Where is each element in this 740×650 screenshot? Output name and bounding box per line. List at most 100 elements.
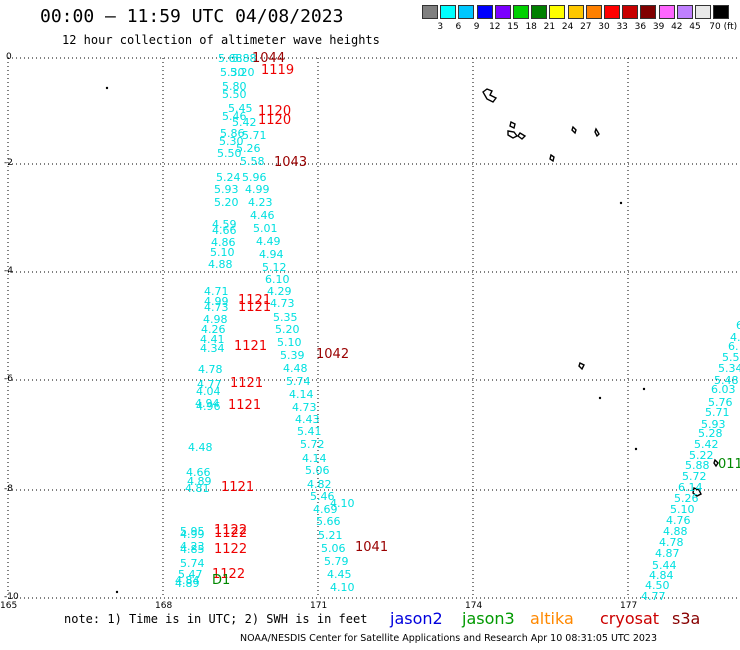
island-outline: [509, 120, 516, 130]
pass-number-label: 1119: [261, 63, 294, 78]
wave-height-value: 5.10: [670, 503, 695, 516]
satellite-legend-jason3: jason3: [462, 609, 515, 628]
legend-tick-label: 39: [652, 22, 665, 32]
wave-height-value: 5.42: [694, 438, 719, 451]
wave-height-value: 6: [736, 319, 740, 332]
legend-swatch: [531, 5, 548, 19]
island-outline: [713, 458, 719, 468]
satellite-legend-altika: altika: [530, 609, 574, 628]
wave-height-value: 5.39: [280, 349, 305, 362]
wave-height-value: 5.10: [277, 336, 302, 349]
wave-height-value: 4.99: [180, 528, 205, 541]
wave-height-value: 5.93: [701, 418, 726, 431]
island-outline: [692, 487, 702, 497]
wave-height-value: 5.45: [228, 102, 253, 115]
wave-height-value: 5.44: [652, 559, 677, 572]
wave-height-value: 4.: [730, 331, 740, 344]
wave-height-value: 4.78: [198, 363, 223, 376]
wave-height-values: 5.685.885.305.205.805.505.455.465.425.86…: [175, 52, 740, 603]
wave-height-value: 5.50: [222, 88, 247, 101]
pass-number-label: 1122: [212, 567, 245, 582]
legend-tick-label: 18: [525, 22, 537, 32]
pass-number-labels: 1044111911201120104311211121112110421121…: [212, 51, 740, 588]
map-subtitle: 12 hour collection of altimeter wave hei…: [62, 33, 380, 47]
longitude-label: 177: [620, 601, 638, 611]
wave-height-value: 4.77: [197, 378, 222, 391]
pass-number-label: 1041: [355, 540, 388, 555]
wave-height-value: 5.66: [316, 515, 341, 528]
island-dot: [598, 396, 602, 400]
wave-height-value: 5.28: [698, 427, 723, 440]
legend-swatch: [695, 5, 711, 19]
wave-height-value: 5.42: [232, 116, 257, 129]
wave-height-value: 6.14: [678, 481, 703, 494]
wave-height-value: 5.79: [324, 555, 349, 568]
wave-height-value: 5.47: [178, 568, 203, 581]
wave-height-value: 4.50: [645, 579, 670, 592]
wave-height-value: 4.14: [289, 388, 314, 401]
legend-tick-label: 24: [561, 22, 574, 32]
wave-height-value: 4.48: [283, 362, 308, 375]
wave-height-value: 4.81: [185, 482, 210, 495]
wave-height-value: 5.68: [218, 52, 243, 65]
island-outline: [594, 127, 600, 138]
pass-number-label: 1042: [316, 347, 349, 362]
wave-height-value: 4.82: [307, 478, 332, 491]
wave-height-value: 5.71: [705, 406, 730, 419]
wave-height-value: 4.77: [641, 590, 666, 603]
pass-number-label: D1: [212, 573, 230, 588]
pass-number-label: 1043: [274, 155, 307, 170]
wave-height-value: 4.69: [313, 503, 338, 516]
legend-tick-label: 70 (ft): [709, 22, 738, 32]
wave-height-value: 4.10: [330, 581, 355, 594]
pass-number-label: 1122: [214, 526, 247, 541]
wave-height-value: 4.84: [175, 574, 200, 587]
island-outline: [482, 88, 498, 103]
wave-height-value: 5.46: [310, 490, 335, 503]
island-outlines: [105, 86, 719, 594]
wave-height-value: 6.10: [265, 273, 290, 286]
island-outline: [578, 362, 585, 371]
wave-height-value: 4.43: [295, 413, 320, 426]
wave-height-value: 5.06: [305, 464, 330, 477]
wave-height-value: 4.76: [666, 514, 691, 527]
wave-height-value: 5.20: [214, 196, 239, 209]
wave-height-value: 4.99: [245, 183, 270, 196]
island-dot: [642, 387, 646, 391]
wave-height-value: 5.01: [253, 222, 278, 235]
legend-swatch: [713, 5, 730, 19]
longitude-label: 168: [155, 601, 173, 611]
wave-height-value: 4.71: [204, 285, 229, 298]
wave-height-value: 4.04: [196, 385, 221, 398]
wave-height-value: 4.94: [195, 397, 220, 410]
island-dot: [105, 86, 109, 90]
legend-tick-label: 45: [689, 22, 701, 32]
island-outline: [571, 125, 577, 135]
pass-number-label: 1121: [234, 339, 267, 354]
map-title: 00:00 – 11:59 UTC 04/08/2023: [40, 6, 344, 27]
pass-number-label: 1120: [258, 113, 291, 128]
island-outline: [517, 132, 527, 140]
satellite-legend-cryosat: cryosat: [600, 609, 660, 628]
wave-height-value: 5.88: [232, 52, 257, 65]
wave-height-value: 5.76: [708, 396, 733, 409]
wave-height-value: 5.24: [216, 171, 241, 184]
wave-height-value: 5.5: [722, 351, 740, 364]
wave-height-value: 4.29: [267, 285, 292, 298]
wave-height-value: 5.58: [240, 155, 265, 168]
legend-swatch: [604, 5, 620, 19]
wave-height-value: 5.74: [180, 557, 205, 570]
legend-swatch: [640, 5, 657, 19]
satellite-legend-jason2: jason2: [390, 609, 443, 628]
wave-height-value: 4.99: [204, 295, 229, 308]
wave-height-value: 4.96: [196, 400, 221, 413]
wave-height-value: 6.: [728, 340, 739, 353]
pass-number-label: 1120: [258, 104, 291, 119]
wave-height-value: 4.23: [180, 540, 205, 553]
wave-height-value: 4.48: [188, 441, 213, 454]
wave-height-value: 4.98: [203, 313, 228, 326]
longitude-label: 174: [465, 601, 483, 611]
wave-height-value: 5.72: [682, 470, 707, 483]
wave-height-value: 4.10: [330, 497, 355, 510]
